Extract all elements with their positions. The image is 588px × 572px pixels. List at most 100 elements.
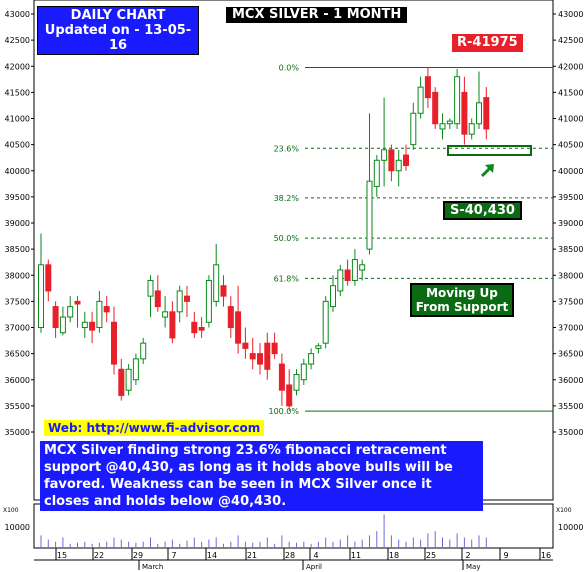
- candle-up: [315, 345, 322, 349]
- y-tick-label-right: 43000: [558, 10, 583, 19]
- candle-up: [140, 342, 147, 360]
- candle-down: [191, 321, 198, 334]
- candle-up: [468, 123, 475, 135]
- y-tick-label-right: 38500: [558, 245, 583, 254]
- x-tick-label: 11: [351, 551, 361, 560]
- support-zone-box: [447, 145, 532, 156]
- x-tick-label: 2: [465, 551, 470, 560]
- candle-down: [403, 154, 409, 167]
- candle-down: [424, 76, 431, 99]
- candle-up: [476, 102, 482, 125]
- candle-down: [227, 306, 234, 329]
- x-tick-label: 25: [426, 551, 436, 560]
- candle-down: [264, 342, 271, 370]
- y-tick-label: 41500: [5, 88, 30, 97]
- candle-down: [483, 97, 490, 130]
- y-tick-label-right: 36500: [558, 350, 583, 359]
- candle-up: [205, 279, 212, 323]
- fib-label: 38.2%: [274, 194, 300, 203]
- y-tick-label-right: 37000: [558, 324, 583, 333]
- candle-up: [67, 306, 74, 318]
- support-label: S-40,430: [443, 201, 522, 220]
- y-tick-label-right: 37500: [558, 297, 583, 306]
- x-tick-label: 7: [171, 551, 176, 560]
- website-link[interactable]: Web: http://www.fi-advisor.com: [44, 420, 265, 436]
- candle-up: [81, 321, 88, 328]
- candle-down: [154, 290, 161, 308]
- candle-down: [184, 295, 190, 302]
- y-tick-label-right: 39500: [558, 193, 583, 202]
- candle-up: [322, 300, 329, 344]
- candle-up: [96, 300, 103, 328]
- candle-up: [293, 374, 300, 391]
- y-tick-label: 43000: [5, 10, 30, 19]
- daily-chart-label: DAILY CHART Updated on - 13-05-16: [37, 6, 199, 55]
- resistance-label: R-41975: [452, 34, 523, 52]
- x-tick-label: 22: [94, 551, 104, 560]
- candle-down: [388, 149, 395, 172]
- month-label: April: [306, 563, 322, 571]
- candle-down: [278, 363, 285, 391]
- candle-down: [235, 311, 242, 344]
- candle-up: [308, 353, 315, 365]
- candle-up: [176, 290, 183, 313]
- candle-down: [74, 300, 81, 305]
- candle-down: [271, 342, 278, 355]
- candle-up: [213, 264, 220, 302]
- analysis-note: MCX Silver finding strong 23.6% fibonacc…: [40, 441, 483, 511]
- moving-up-label: Moving Up From Support: [410, 283, 514, 317]
- candle-down: [169, 311, 176, 339]
- month-label: May: [466, 563, 480, 571]
- y-tick-label: 41000: [5, 115, 30, 124]
- x-tick-label: 29: [133, 551, 143, 560]
- y-tick-label: 38500: [5, 245, 30, 254]
- x-tick-label: 18: [389, 551, 399, 560]
- fib-label: 0.0%: [279, 64, 300, 73]
- y-tick-label: 37000: [5, 324, 30, 333]
- volume-tick-label: 10000: [5, 523, 30, 532]
- volume-unit-label: X100: [3, 507, 19, 514]
- fib-label: 50.0%: [274, 234, 300, 243]
- candle-up: [381, 149, 388, 161]
- candle-down: [111, 321, 117, 365]
- candle-up: [366, 180, 373, 250]
- y-tick-label-right: 40500: [558, 141, 583, 150]
- y-tick-label: 39000: [5, 219, 30, 228]
- candle-up: [351, 259, 358, 281]
- candle-down: [242, 342, 249, 349]
- candle-up: [446, 120, 453, 125]
- y-tick-label: 42000: [5, 62, 30, 71]
- y-tick-label: 37500: [5, 297, 30, 306]
- x-tick-label: 15: [57, 551, 67, 560]
- candle-down: [432, 91, 439, 125]
- candle-up: [38, 264, 44, 328]
- candle-up: [132, 358, 139, 381]
- candle-down: [461, 91, 468, 135]
- fib-label: 100.0%: [268, 407, 299, 416]
- candle-up: [330, 285, 336, 308]
- candle-up: [359, 264, 366, 271]
- x-tick-label: 16: [541, 551, 551, 560]
- candle-up: [395, 159, 402, 172]
- candle-up: [373, 159, 380, 187]
- y-tick-label-right: 35500: [558, 402, 583, 411]
- y-tick-label: 38000: [5, 271, 30, 280]
- candle-up: [337, 269, 344, 292]
- candle-down: [198, 327, 205, 331]
- y-tick-label: 39500: [5, 193, 30, 202]
- y-tick-label-right: 39000: [558, 219, 583, 228]
- y-tick-label: 42500: [5, 36, 30, 45]
- fib-label: 61.8%: [274, 274, 300, 283]
- y-tick-label-right: 42500: [558, 36, 583, 45]
- candle-up: [454, 76, 461, 125]
- y-tick-label: 35500: [5, 402, 30, 411]
- month-label: March: [142, 563, 163, 571]
- volume-tick-label-right: 10000: [558, 523, 583, 532]
- candle-down: [89, 321, 96, 331]
- candle-down: [344, 269, 351, 281]
- y-tick-label: 40500: [5, 141, 30, 150]
- x-tick-label: 21: [247, 551, 257, 560]
- y-tick-label-right: 42000: [558, 62, 583, 71]
- chart-title: MCX SILVER - 1 MONTH: [226, 7, 408, 23]
